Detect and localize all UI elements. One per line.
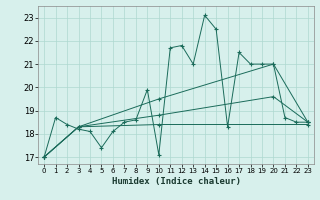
X-axis label: Humidex (Indice chaleur): Humidex (Indice chaleur) xyxy=(111,177,241,186)
